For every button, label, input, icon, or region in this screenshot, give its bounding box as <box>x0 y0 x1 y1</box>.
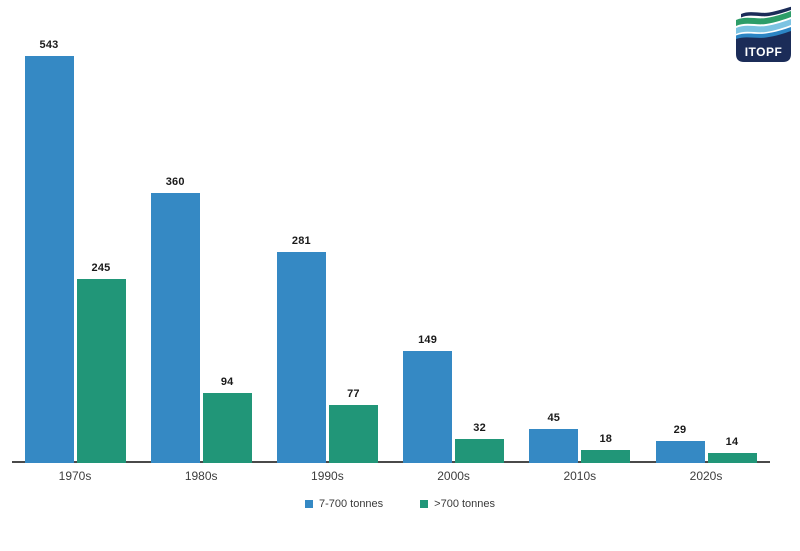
bar-2000s-small-spills <box>403 351 453 463</box>
bar-1970s-large-spills <box>76 279 126 463</box>
value-label-2010s-small-spills: 45 <box>547 412 561 425</box>
legend-swatch-blue-icon <box>304 500 313 508</box>
bar-1980s-large-spills <box>202 392 252 463</box>
legend: 7-700 tonnes >700 tonnes <box>0 498 800 510</box>
plot-area: 543 245 360 94 281 77 149 32 45 18 29 14 <box>12 38 770 463</box>
legend-label-over-700-tonnes: >700 tonnes <box>434 498 496 510</box>
value-label-2000s-small-spills: 149 <box>418 334 438 347</box>
legend-item-over-700-tonnes: >700 tonnes <box>420 498 495 510</box>
bar-2000s-large-spills <box>455 439 505 463</box>
value-label-2000s-large-spills: 32 <box>473 422 486 434</box>
category-label-2000s: 2000s <box>437 469 470 483</box>
category-label-2020s: 2020s <box>689 469 723 483</box>
category-label-1990s: 1990s <box>311 469 344 483</box>
legend-label-7-700-tonnes: 7-700 tonnes <box>318 498 384 510</box>
value-label-1990s-large-spills: 77 <box>347 388 360 401</box>
logo-wave-green-icon <box>736 11 791 26</box>
value-label-2010s-large-spills: 18 <box>599 432 613 445</box>
bar-2020s-large-spills <box>707 452 757 463</box>
itopf-logo: ITOPF <box>736 6 791 62</box>
legend-swatch-green-icon <box>420 500 429 508</box>
logo-text: ITOPF <box>745 45 783 59</box>
value-label-2020s-small-spills: 29 <box>673 424 687 437</box>
legend-item-7-700-tonnes: 7-700 tonnes <box>304 498 384 510</box>
bar-1980s-small-spills <box>150 193 200 463</box>
value-label-1970s-small-spills: 543 <box>39 38 59 51</box>
value-label-1990s-small-spills: 281 <box>291 235 311 248</box>
bar-2010s-large-spills <box>581 449 631 463</box>
logo-body-icon <box>736 31 791 62</box>
value-label-1980s-small-spills: 360 <box>165 176 185 188</box>
logo-wave-navy-top-icon <box>741 6 791 18</box>
bar-1970s-small-spills <box>24 55 74 463</box>
category-label-1980s: 1980s <box>184 469 218 483</box>
bar-1990s-small-spills <box>276 252 326 463</box>
bar-1990s-large-spills <box>328 405 378 463</box>
logo-wave-light-blue-icon <box>736 19 791 34</box>
value-label-1980s-large-spills: 94 <box>220 375 234 388</box>
value-label-1970s-large-spills: 245 <box>91 262 111 275</box>
category-label-1970s: 1970s <box>58 469 92 483</box>
x-axis-line <box>12 461 770 463</box>
bar-2020s-small-spills <box>655 441 705 463</box>
value-label-2020s-large-spills: 14 <box>725 435 739 448</box>
bar-2010s-small-spills <box>529 429 579 463</box>
category-label-2010s: 2010s <box>563 469 597 483</box>
